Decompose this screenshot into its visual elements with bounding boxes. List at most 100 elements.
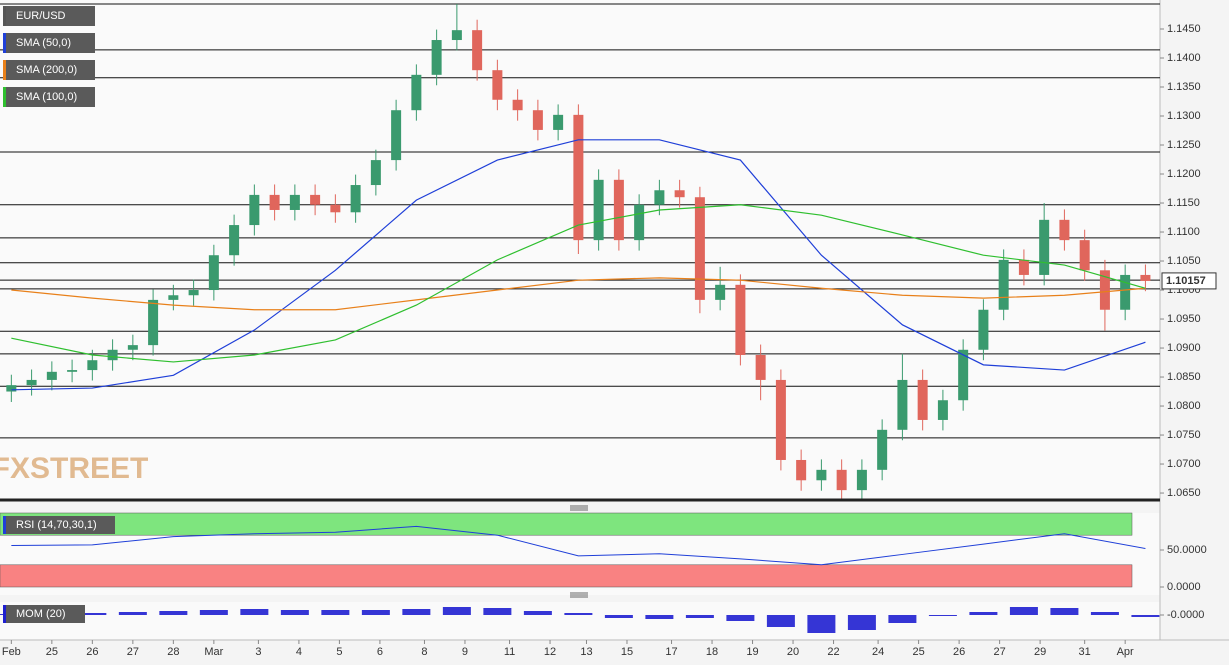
x-tick-label: 31 [1079, 646, 1091, 658]
mom-bar [564, 613, 593, 615]
x-tick-label: 24 [872, 646, 884, 658]
candle-body [694, 197, 705, 300]
mom-bar [523, 611, 552, 615]
sma-line [11, 277, 1146, 311]
candle-body [188, 290, 199, 296]
candle-body [715, 284, 726, 300]
y-tick-label: 1.1450 [1167, 23, 1201, 35]
candle-body [796, 459, 807, 481]
candle-body [877, 429, 888, 470]
candle-body [1079, 240, 1090, 271]
x-tick-label: 3 [255, 646, 261, 658]
mom-bar [483, 608, 512, 615]
legend-swatch [3, 605, 6, 623]
x-tick-label: Mar [204, 646, 223, 658]
candle-body [836, 469, 847, 491]
candle-body [168, 295, 179, 300]
x-tick-label: 6 [377, 646, 383, 658]
candle-body [249, 194, 260, 226]
y-tick-label: 1.1100 [1167, 226, 1200, 238]
y-tick-label: 50.0000 [1167, 544, 1207, 556]
mom-bar [1090, 612, 1119, 615]
candle-body [917, 379, 928, 420]
x-tick-label: 22 [827, 646, 839, 658]
x-tick-label: 29 [1034, 646, 1046, 658]
y-tick-label: 1.1200 [1167, 168, 1201, 180]
mom-bar [402, 609, 431, 615]
mom-bar [928, 615, 957, 616]
candle-body [26, 379, 37, 386]
mom-bar [280, 610, 309, 615]
candle-body [330, 204, 341, 213]
candle-body [735, 284, 746, 355]
y-tick-label: 1.0950 [1167, 313, 1201, 325]
candle-body [6, 385, 17, 392]
candle-body [1120, 274, 1131, 310]
candle-body [998, 259, 1009, 310]
x-tick-label: Feb [2, 646, 21, 658]
candle-body [46, 371, 57, 380]
candle-body [1059, 219, 1070, 241]
y-tick-label: -0.0000 [1167, 609, 1204, 621]
mom-bar [645, 615, 674, 619]
rsi-band [0, 512, 1133, 536]
mom-bar [1131, 615, 1160, 617]
y-tick-label: 1.0700 [1167, 458, 1201, 470]
y-tick-label: 1.0900 [1167, 342, 1201, 354]
x-tick-label: 17 [665, 646, 677, 658]
mom-bar [685, 615, 714, 618]
indicator-label: RSI (14,70,30,1) [16, 519, 97, 531]
mom-panel [0, 602, 1160, 640]
mom-bar [847, 615, 876, 630]
y-tick-label: 1.1400 [1167, 52, 1201, 64]
candle-body [391, 110, 402, 161]
x-tick-label: 26 [86, 646, 98, 658]
legend-label: EUR/USD [16, 10, 66, 22]
candle-body [87, 360, 98, 371]
candle-body [654, 190, 665, 205]
candle-body [208, 255, 219, 291]
candle-body [958, 349, 969, 401]
candle-body [816, 469, 827, 481]
mom-bar [1050, 608, 1079, 615]
candle-body [512, 99, 523, 111]
candle-body [593, 179, 604, 241]
y-tick-label: 1.1250 [1167, 139, 1201, 151]
candle-body [370, 160, 381, 186]
x-tick-label: 5 [336, 646, 342, 658]
x-tick-label: 11 [504, 646, 515, 658]
mom-bar [604, 615, 633, 618]
x-tick-label: 28 [167, 646, 179, 658]
legend-label: SMA (100,0) [16, 91, 77, 103]
y-tick-label: 0.0000 [1167, 581, 1201, 593]
mom-bar [78, 613, 107, 615]
candle-body [431, 40, 442, 75]
x-tick-label: 15 [621, 646, 633, 658]
candle-body [289, 194, 300, 210]
candle-body [492, 70, 503, 100]
candle-body [674, 190, 685, 198]
legend-label: SMA (200,0) [16, 64, 77, 76]
candle-body [1140, 274, 1151, 281]
price-tag-label: 1.10157 [1166, 275, 1206, 287]
candle-body [1018, 259, 1029, 275]
candle-body [451, 30, 462, 41]
mom-bar [159, 611, 188, 615]
mom-bar [321, 610, 350, 615]
y-tick-label: 1.1300 [1167, 110, 1201, 122]
legend-box [3, 33, 95, 53]
mom-bar [766, 615, 795, 627]
indicator-label-box [3, 605, 85, 623]
price-tag [1161, 272, 1217, 290]
y-tick-label: 1.1050 [1167, 255, 1201, 267]
candle-body [310, 194, 321, 205]
candle-body [472, 30, 483, 71]
legend-swatch [3, 33, 6, 53]
mom-bar [726, 615, 755, 621]
rsi-band [0, 564, 1133, 588]
candle-body [755, 354, 766, 380]
mom-bar [807, 615, 836, 633]
x-tick-label: 12 [544, 646, 556, 658]
plot-area [0, 3, 1160, 499]
x-tick-label: 25 [46, 646, 58, 658]
